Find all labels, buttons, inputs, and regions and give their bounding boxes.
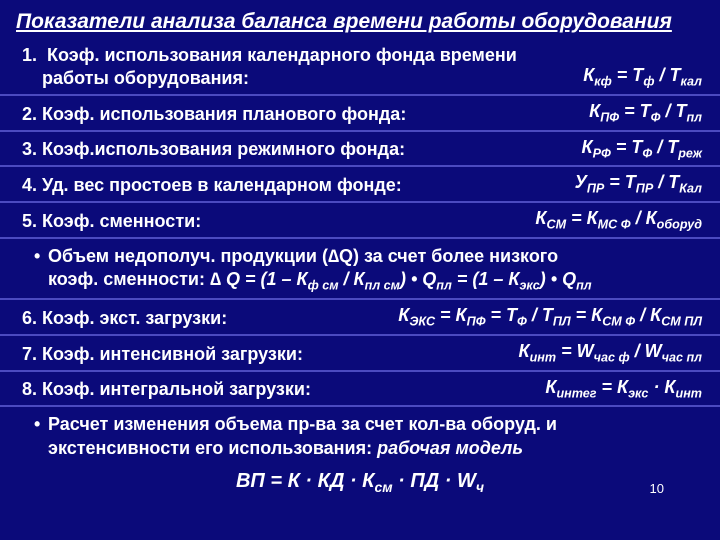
indicator-list: 1. Коэф. использования календарного фонд… [0, 40, 720, 495]
item-formula: УПР = ТПР / ТКал [575, 171, 702, 197]
item-formula: КРФ = ТФ / Треж [582, 136, 702, 162]
list-item: 7. Коэф. интенсивной загрузки: Кинт = Wч… [0, 334, 720, 370]
item-formula: КЭКС = КПФ = ТФ / ТПЛ = КСМ Ф / КСМ ПЛ [398, 304, 702, 330]
item-number: 3. [22, 139, 37, 159]
list-item: 8. Коэф. интегральной загрузки: Кинтег =… [0, 370, 720, 406]
final-formula: ВП = К · КД · Ксм · ПД · Wч [0, 464, 720, 495]
item-number: 8. [22, 379, 37, 399]
item-label-line1: Коэф. использования календарного фонда в… [47, 45, 517, 65]
bullet-text-line2: экстенсивности его использования: [48, 438, 377, 458]
bullet-text-line2: коэф. сменности: [48, 269, 210, 289]
item-label: Коэф. интенсивной загрузки: [42, 344, 303, 364]
item-label: Коэф. интегральной загрузки: [42, 379, 311, 399]
item-formula: Кинтег = Кэкс · Кинт [545, 376, 702, 402]
item-label-line2: работы оборудования: [42, 68, 249, 88]
item-number: 4. [22, 175, 37, 195]
page-title: Показатели анализа баланса времени работ… [0, 0, 720, 40]
item-label: Коэф. использования планового фонда: [42, 104, 406, 124]
list-item: 2. Коэф. использования планового фонда: … [0, 94, 720, 130]
bullet-icon: • [34, 245, 48, 268]
bullet-formula: ∆ Q = (1 – Кф см / Кпл см) • Qпл = (1 – … [210, 269, 592, 289]
page-number: 10 [650, 481, 664, 496]
bullet-item: •Объем недополуч. продукции (∆Q) за счет… [0, 237, 720, 298]
list-item: 3. Коэф.использования режимного фонда: К… [0, 130, 720, 166]
bullet-text-line1: Расчет изменения объема пр-ва за счет ко… [48, 414, 557, 434]
item-label: Коэф. сменности: [42, 211, 201, 231]
list-item: 5. Коэф. сменности: КСМ = КМС Ф / Кобору… [0, 201, 720, 237]
item-label: Коэф. экст. загрузки: [42, 308, 227, 328]
bullet-text-line1: Объем недополуч. продукции (∆Q) за счет … [48, 246, 558, 266]
bullet-item: •Расчет изменения объема пр-ва за счет к… [0, 405, 720, 464]
list-item: 6. Коэф. экст. загрузки: КЭКС = КПФ = ТФ… [0, 298, 720, 334]
item-number: 7. [22, 344, 37, 364]
item-number: 5. [22, 211, 37, 231]
bullet-em: рабочая модель [377, 438, 523, 458]
list-item: 4. Уд. вес простоев в календарном фонде:… [0, 165, 720, 201]
item-label: Коэф.использования режимного фонда: [42, 139, 405, 159]
item-formula: Кинт = Wчас ф / Wчас пл [519, 340, 702, 366]
item-label: Уд. вес простоев в календарном фонде: [42, 175, 402, 195]
item-formula: КПФ = ТФ / Тпл [589, 100, 702, 126]
item-formula: КСМ = КМС Ф / Коборуд [535, 207, 702, 233]
item-number: 2. [22, 104, 37, 124]
item-formula: Ккф = Тф / Ткал [583, 64, 702, 90]
bullet-icon: • [34, 413, 48, 436]
list-item: 1. Коэф. использования календарного фонд… [0, 40, 720, 94]
item-number: 1. [22, 45, 37, 65]
item-number: 6. [22, 308, 37, 328]
